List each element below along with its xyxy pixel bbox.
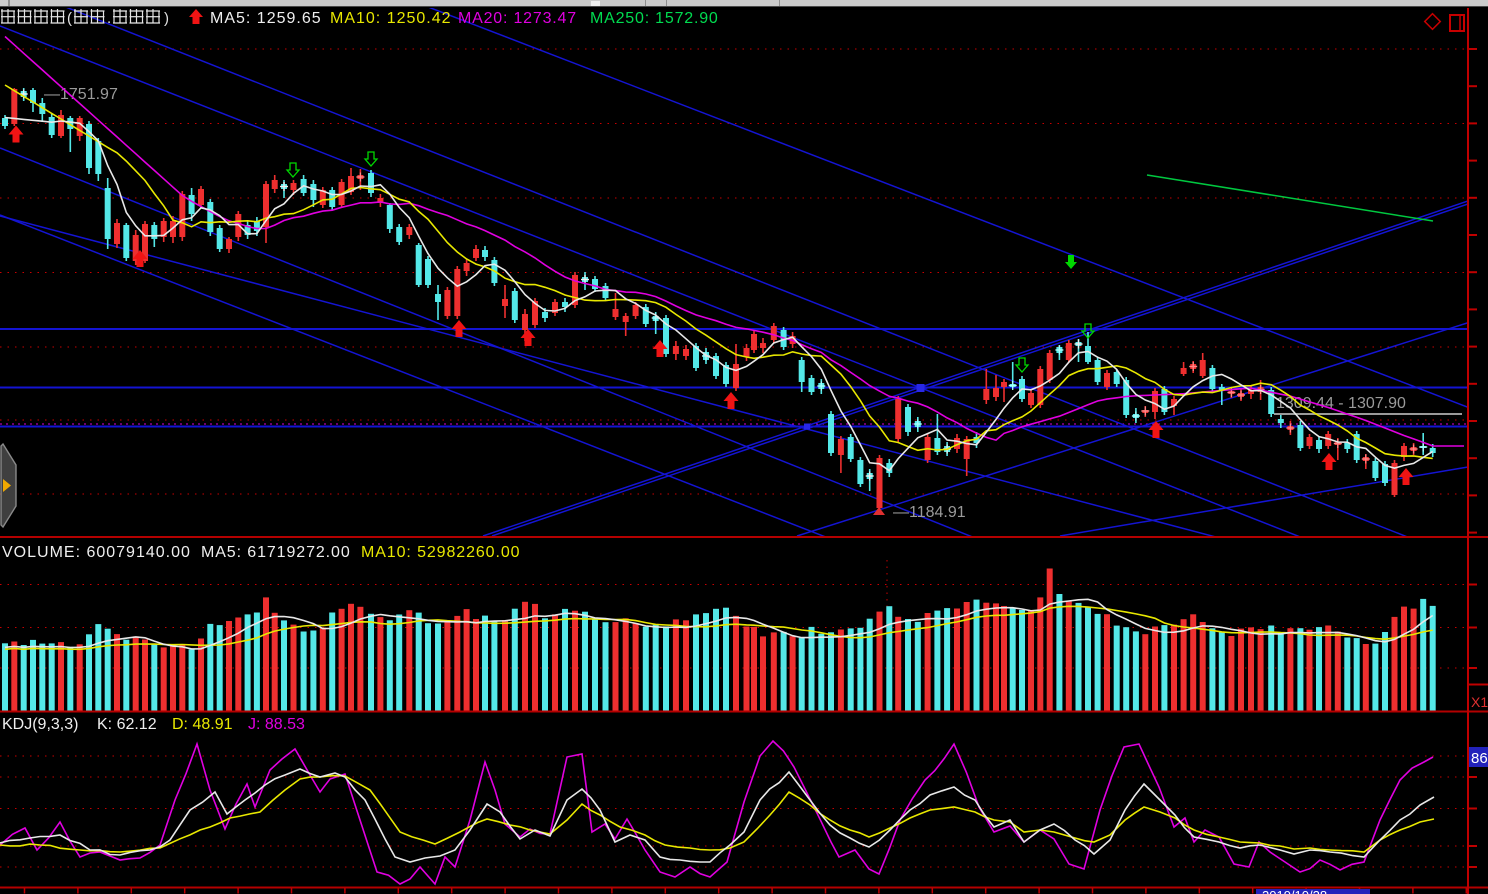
svg-text:2019/10/28: 2019/10/28 <box>1262 888 1327 894</box>
svg-text:(: ( <box>67 10 72 27</box>
svg-text:MA10: 1250.42: MA10: 1250.42 <box>330 10 452 27</box>
svg-text:X1: X1 <box>1471 694 1488 710</box>
svg-text:KDJ(9,3,3): KDJ(9,3,3) <box>2 716 78 733</box>
svg-text:VOLUME: 60079140.00: VOLUME: 60079140.00 <box>2 544 191 561</box>
svg-text:—1184.91: —1184.91 <box>893 504 966 521</box>
svg-text:MA10: 52982260.00: MA10: 52982260.00 <box>361 544 520 561</box>
svg-text:): ) <box>164 10 169 27</box>
svg-text:J: 88.53: J: 88.53 <box>248 716 305 733</box>
svg-text:MA20: 1273.47: MA20: 1273.47 <box>458 10 577 27</box>
svg-text:86: 86 <box>1471 750 1488 767</box>
svg-text:MA5: 61719272.00: MA5: 61719272.00 <box>201 544 351 561</box>
svg-text:MA5: 1259.65: MA5: 1259.65 <box>210 10 322 27</box>
svg-text:.: . <box>107 10 111 27</box>
svg-text:D: 48.91: D: 48.91 <box>172 716 233 733</box>
svg-text:1309.44 - 1307.90: 1309.44 - 1307.90 <box>1276 395 1406 412</box>
svg-text:K: 62.12: K: 62.12 <box>97 716 157 733</box>
svg-text:—1751.97: —1751.97 <box>44 86 118 103</box>
svg-text:MA250: 1572.90: MA250: 1572.90 <box>590 10 719 27</box>
